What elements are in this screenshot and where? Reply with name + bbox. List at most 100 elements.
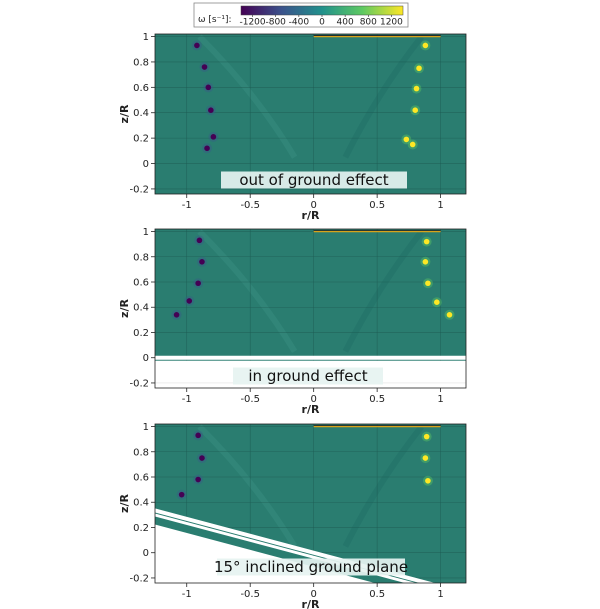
- x-tick-label: 0: [310, 589, 316, 600]
- x-tick-label: 0: [310, 200, 316, 211]
- panel-caption: 15° inclined ground plane: [214, 558, 408, 576]
- vortex-core-positive: [412, 107, 419, 113]
- y-tick-label: 0.6: [133, 278, 149, 289]
- colorbar-tick-label: 800: [360, 18, 377, 28]
- wake-streak: [197, 424, 298, 548]
- colorbar-tick-label: 1200: [380, 18, 403, 28]
- x-axis-label: r/R: [302, 598, 320, 609]
- y-tick-label: -0.2: [129, 184, 149, 195]
- y-tick-label: 1: [143, 422, 149, 433]
- panel-1: -1 -0.5 0 0.5 1 -0.2 0 0.2 0.4 0.6 0.8 1 r/R z/R out o…: [118, 32, 467, 222]
- colorbar-label: ω [s⁻¹]:: [198, 15, 232, 25]
- vortex-core-negative: [199, 259, 205, 265]
- plot-area: [155, 424, 466, 583]
- colorbar-tick-label: 400: [337, 18, 354, 28]
- y-tick-label: 0.4: [133, 108, 149, 119]
- vortex-core-negative: [186, 298, 193, 304]
- vorticity-field: [155, 34, 466, 194]
- vortex-core-positive: [422, 42, 429, 49]
- x-tick-label: -0.5: [240, 589, 260, 600]
- wake-streak: [197, 229, 298, 353]
- colorbar-tick-label: -1200: [239, 18, 265, 28]
- vortex-core-negative: [201, 64, 208, 70]
- y-axis-label: z/R: [118, 104, 131, 123]
- panel-caption: out of ground effect: [239, 171, 388, 189]
- vortex-core-positive: [446, 312, 453, 318]
- y-tick-label: -0.2: [129, 378, 149, 389]
- y-tick-label: 0.8: [133, 252, 149, 263]
- caption-box: [221, 171, 407, 189]
- x-tick-label: 0.5: [369, 200, 385, 211]
- x-tick-label: 0: [310, 394, 316, 405]
- vortex-core-positive: [403, 136, 410, 143]
- y-tick-label: 0.2: [133, 523, 149, 534]
- vortex-core-positive: [423, 433, 430, 440]
- x-tick-label: 1: [437, 394, 443, 405]
- y-tick-label: 1: [143, 32, 149, 43]
- vortex-core-negative: [204, 145, 210, 152]
- colorbar-tick-label: 0: [319, 18, 325, 28]
- y-tick-label: 0: [143, 353, 149, 364]
- plot-area: [155, 229, 466, 388]
- vortex-core-negative: [178, 491, 185, 498]
- x-tick-label: -0.5: [240, 200, 260, 211]
- y-axis-label: z/R: [118, 494, 131, 513]
- x-axis-label: r/R: [302, 209, 320, 222]
- vortex-core-negative: [195, 476, 201, 483]
- panel-3: -1 -0.5 0 0.5 1 -0.2 0 0.2 0.4 0.6 0.8 1 r/R z/R 15° i…: [118, 422, 467, 609]
- ground-plane: [155, 508, 436, 583]
- vortex-core-negative: [195, 280, 201, 287]
- vortex-core-negative: [173, 312, 180, 318]
- y-tick-label: -0.2: [129, 573, 149, 584]
- x-tick-label: -1: [182, 200, 192, 211]
- y-tick-label: 0: [143, 159, 149, 170]
- vortex-core-positive: [425, 280, 431, 287]
- x-axis-label: r/R: [302, 403, 320, 416]
- vortex-core-positive: [423, 238, 430, 245]
- vortex-core-positive: [416, 65, 422, 72]
- axes-frame: [154, 228, 467, 389]
- y-tick-label: 0: [143, 548, 149, 559]
- vortex-core-negative: [194, 42, 200, 49]
- panel-caption: in ground effect: [248, 367, 367, 385]
- y-tick-label: 0.2: [133, 328, 149, 339]
- y-tick-label: 0.6: [133, 473, 149, 484]
- plot-area: [155, 34, 466, 194]
- y-tick-label: 0.4: [133, 303, 149, 314]
- vortex-core-positive: [409, 141, 416, 148]
- caption-box: [233, 367, 383, 385]
- x-tick-label: 0.5: [369, 589, 385, 600]
- y-axis-label: z/R: [118, 299, 131, 318]
- panels: -1 -0.5 0 0.5 1 -0.2 0 0.2 0.4 0.6 0.8 1 r/R z/R out o…: [118, 32, 467, 609]
- colorbar-gradient: [240, 5, 404, 16]
- vortex-core-negative: [205, 84, 212, 91]
- y-tick-label: 0.8: [133, 57, 149, 68]
- vortex-core-negative: [199, 455, 205, 461]
- vortex-core-positive: [434, 299, 440, 305]
- x-tick-label: 1: [437, 589, 443, 600]
- x-tick-label: 1: [437, 200, 443, 211]
- colorbar-ticks: -1200 -800 -400 0 400 800 1200: [239, 15, 403, 28]
- axes-frame: [154, 423, 467, 584]
- panel-2: -1 -0.5 0 0.5 1 -0.2 0 0.2 0.4 0.6 0.8 1 r/R z/R in gr…: [118, 227, 467, 416]
- caption-box: [217, 558, 405, 576]
- wake-streak: [342, 34, 424, 159]
- vortex-core-positive: [425, 477, 431, 484]
- wake-streak: [342, 229, 424, 353]
- y-tick-label: 1: [143, 227, 149, 238]
- x-tick-label: -1: [182, 394, 192, 405]
- wake-streak: [197, 34, 298, 159]
- vortex-core-negative: [208, 107, 214, 113]
- x-tick-label: -0.5: [240, 394, 260, 405]
- x-tick-label: 0.5: [369, 394, 385, 405]
- y-tick-label: 0.2: [133, 134, 149, 145]
- colorbar-tick-label: -400: [289, 18, 310, 28]
- x-tick-label: -1: [182, 589, 192, 600]
- vortex-core-negative: [196, 237, 203, 244]
- y-tick-label: 0.8: [133, 447, 149, 458]
- wake-streak: [342, 424, 424, 548]
- vortex-core-negative: [195, 432, 201, 439]
- colorbar-tick-label: -800: [265, 18, 286, 28]
- axes-frame: [154, 33, 467, 195]
